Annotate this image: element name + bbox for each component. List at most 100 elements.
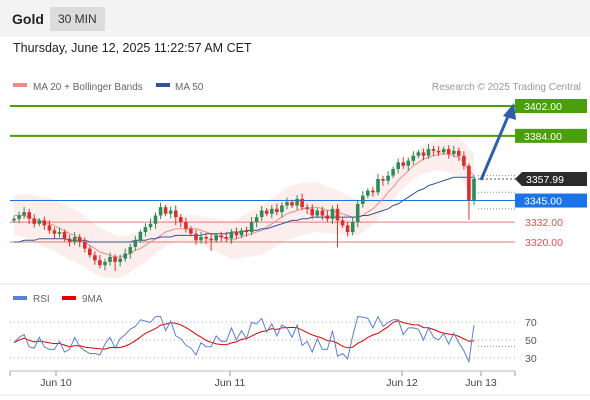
candle-body [77, 237, 82, 242]
candle-body [467, 165, 471, 201]
candle-body [310, 208, 314, 216]
candle-body [264, 210, 269, 214]
candle-body [452, 150, 456, 155]
candle-body [361, 195, 365, 204]
candle-body [163, 207, 168, 214]
candle-body [27, 212, 31, 219]
rsi-tick-label: 30 [525, 353, 537, 365]
candle-body [204, 237, 208, 239]
support-tag [515, 193, 587, 208]
copyright-note: Research © 2025 Trading Central [432, 82, 581, 93]
candle-body [148, 223, 153, 228]
target-label: 3320.00 [525, 237, 563, 249]
candle-body [128, 247, 133, 254]
resistance-tag [515, 99, 587, 113]
candle-body [72, 237, 77, 242]
candle-body [133, 240, 138, 247]
current-price-label: 3357.99 [526, 174, 564, 186]
candle-body [57, 232, 62, 234]
rsi-legend-label: RSI [33, 294, 50, 305]
candle-body [88, 248, 92, 256]
candle-body [315, 210, 320, 216]
candle-body [350, 222, 355, 233]
candle-body [244, 230, 249, 233]
rsi-indicator: 70 50 30 [10, 315, 537, 365]
support-tag-label: 3345.00 [524, 196, 562, 208]
candle-body [234, 232, 239, 236]
candle-body [22, 212, 26, 216]
timeframe-badge[interactable]: 30 MIN [50, 7, 105, 31]
rsi-ma-line [13, 320, 475, 350]
rsi-ma-legend-label: 9MA [82, 294, 103, 305]
candle-body [325, 215, 330, 219]
candle-body [421, 152, 426, 156]
candle-body [138, 232, 143, 241]
candle-body [406, 160, 411, 166]
candle-body [83, 242, 87, 249]
ma50-legend-label: MA 50 [175, 82, 204, 93]
candle-body [199, 237, 203, 241]
price-level-tags: 3402.00 3384.00 3357.99 3345.00 3332.00 3320.… [515, 99, 587, 249]
candle-body [462, 155, 466, 166]
candle-body [219, 235, 224, 238]
x-axis-label: Jun 10 [40, 377, 72, 389]
resistance-tag [515, 128, 587, 143]
candle-body [411, 155, 416, 161]
candle-body [209, 238, 213, 241]
candle-body [254, 217, 259, 223]
candle-body [386, 175, 390, 181]
candle-body [295, 198, 299, 206]
candle-body [47, 225, 52, 231]
candle-body [345, 225, 350, 232]
candle-body [249, 222, 254, 233]
candle-body [113, 256, 117, 262]
current-price-tag [515, 171, 587, 186]
candle-body [340, 220, 345, 226]
ma20-legend-label: MA 20 + Bollinger Bands [33, 82, 143, 93]
rsi-tick-label: 70 [525, 317, 537, 329]
forecast-arrow [479, 103, 516, 181]
bollinger-band-area [14, 136, 474, 279]
candle-body [118, 258, 122, 262]
candle-body [259, 210, 264, 218]
candlesticks [12, 143, 476, 272]
target-label: 3332.00 [525, 217, 563, 229]
ma20-legend-swatch [13, 83, 27, 87]
price-levels [10, 105, 515, 243]
candle-body [123, 253, 127, 259]
candle-body [401, 162, 405, 166]
candle-body [214, 235, 218, 241]
ma20-line [14, 153, 475, 258]
candle-body [391, 169, 395, 176]
ma50-line [14, 176, 474, 243]
candle-body [396, 162, 400, 169]
symbol-title: Gold [12, 11, 44, 27]
candle-body [62, 232, 67, 239]
resistance-tag-label: 3402.00 [524, 101, 562, 113]
candle-body [52, 230, 57, 234]
candle-body [184, 222, 188, 229]
forecast-arrow-head [503, 103, 516, 120]
rsi-ma-legend-swatch [62, 296, 76, 300]
candle-body [98, 260, 102, 266]
rsi-legend-swatch [13, 296, 27, 300]
candle-body [300, 198, 304, 208]
candle-body [381, 179, 385, 181]
candle-body [280, 205, 284, 213]
candle-body [270, 208, 274, 214]
candle-body [426, 149, 431, 156]
candle-body [431, 149, 436, 151]
candle-body [275, 208, 279, 213]
candle-body [67, 238, 72, 242]
x-axis: Jun 10 Jun 11 Jun 12 Jun 13 [9, 371, 516, 389]
candle-body [371, 190, 375, 193]
candle-body [416, 152, 421, 156]
candle-body [108, 256, 112, 262]
candle-body [153, 215, 158, 224]
candle-body [436, 150, 441, 153]
candle-body [305, 207, 309, 209]
candle-body [335, 208, 340, 221]
forecast-arrow-shaft [479, 113, 511, 181]
candle-body [168, 210, 173, 214]
